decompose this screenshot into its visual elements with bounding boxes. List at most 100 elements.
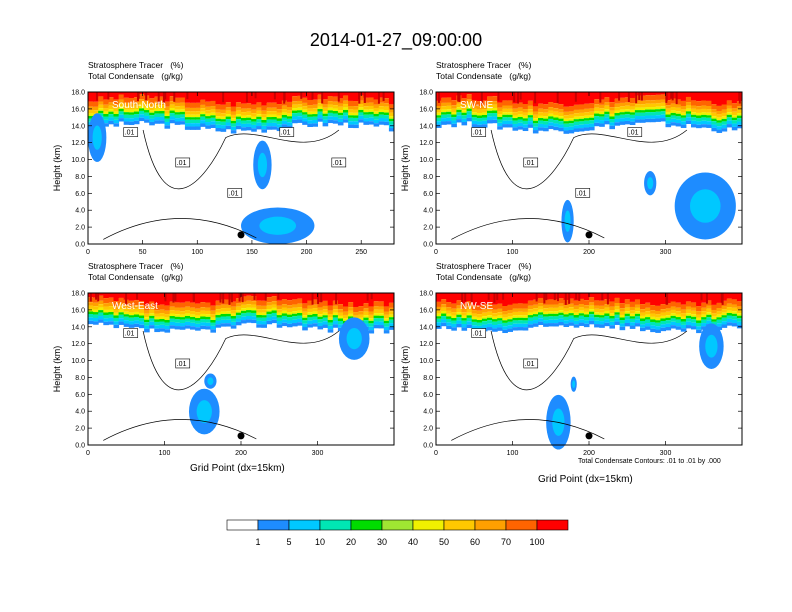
tracer-cell <box>215 92 222 105</box>
tracer-cell <box>614 103 621 108</box>
tracer-cell <box>169 301 176 307</box>
tracer-cell <box>451 120 457 124</box>
tracer-streak <box>277 293 280 300</box>
tracer-streak <box>264 293 267 301</box>
tracer-cell <box>174 92 181 98</box>
tracer-cell <box>322 92 329 100</box>
y-tick-label: 14.0 <box>71 324 85 331</box>
tracer-cell <box>353 117 359 122</box>
tracer-cell <box>660 92 666 95</box>
y-tick-label: 12.0 <box>419 341 433 348</box>
plot-area: .01.01West-East0.02.04.06.08.010.012.014… <box>52 291 395 457</box>
tracer-cell <box>691 105 697 109</box>
tracer-cell <box>322 111 329 114</box>
tracer-cell <box>736 293 743 302</box>
tracer-cell <box>368 111 375 115</box>
tracer-cell <box>527 300 534 306</box>
tracer-cell <box>502 322 508 327</box>
tracer-cell <box>200 302 206 308</box>
tracer-cell <box>471 108 478 113</box>
tracer-cell <box>578 319 585 323</box>
tracer-cell <box>307 92 313 100</box>
tracer-cell <box>205 106 211 111</box>
tracer-cell <box>497 324 503 328</box>
tracer-cell <box>98 92 104 97</box>
tracer-cell <box>609 113 615 117</box>
tracer-cell <box>476 325 483 330</box>
tracer-cell <box>179 314 186 318</box>
tracer-cell <box>665 100 672 106</box>
tracer-cell <box>200 313 206 317</box>
tracer-cell <box>235 92 242 103</box>
tracer-cell <box>368 311 375 315</box>
tracer-cell <box>388 112 395 117</box>
tracer-cell <box>451 308 457 313</box>
tracer-cell <box>517 323 524 328</box>
tracer-cell <box>476 115 483 119</box>
tracer-cell <box>133 120 140 125</box>
tracer-cell <box>190 322 196 327</box>
tracer-cell <box>139 114 145 118</box>
tracer-cell <box>507 124 513 128</box>
tracer-cell <box>507 105 513 109</box>
tracer-cell <box>548 319 554 324</box>
panel-sw-ne: Stratosphere Tracer (%) Total Condensate … <box>400 60 743 256</box>
tracer-cell <box>624 114 631 118</box>
tracer-cell <box>558 124 564 128</box>
contour-label-box <box>575 188 591 198</box>
x-tick-label: 300 <box>660 249 672 256</box>
tracer-streak <box>705 293 708 304</box>
tracer-cell <box>388 109 395 113</box>
tracer-cell <box>492 96 498 102</box>
tracer-cell <box>691 307 697 311</box>
tracer-cell <box>660 111 666 115</box>
tracer-cell <box>507 321 513 326</box>
tracer-cell <box>716 326 723 330</box>
tracer-cell <box>660 312 666 316</box>
tracer-cell <box>660 106 666 109</box>
tracer-cell <box>144 112 150 116</box>
tracer-cell <box>487 308 493 312</box>
tracer-cell <box>302 92 308 98</box>
tracer-cell <box>538 112 544 116</box>
tracer-cell <box>251 128 257 132</box>
tracer-cell <box>358 311 364 315</box>
tracer-cell <box>123 102 130 107</box>
tracer-cell <box>332 305 339 310</box>
tracer-cell <box>88 302 94 306</box>
tracer-cell <box>205 310 211 315</box>
tracer-cell <box>441 97 447 103</box>
tracer-cell <box>629 293 636 302</box>
tracer-cell <box>446 322 452 326</box>
tracer-cell <box>629 301 636 307</box>
tracer-cell <box>103 116 109 120</box>
tracer-cell <box>527 105 534 110</box>
tracer-cell <box>736 315 743 319</box>
tracer-cell <box>98 310 104 313</box>
tracer-cell <box>573 119 580 122</box>
tracer-cell <box>297 315 303 319</box>
tracer-cell <box>108 306 114 310</box>
tracer-cell <box>322 293 329 301</box>
tracer-cell <box>691 120 697 125</box>
tracer-cell <box>481 318 488 322</box>
tracer-cell <box>246 108 252 112</box>
tracer-cell <box>343 95 349 101</box>
tracer-cell <box>487 116 493 121</box>
tracer-cell <box>174 102 181 107</box>
tracer-cell <box>522 320 529 324</box>
tracer-cell <box>98 319 104 323</box>
tracer-cell <box>159 324 165 329</box>
tracer-cell <box>512 123 519 128</box>
tracer-cell <box>297 310 303 313</box>
tracer-cell <box>655 320 661 323</box>
tracer-cell <box>502 317 508 321</box>
tracer-cell <box>645 103 651 108</box>
tracer-cell <box>543 124 549 128</box>
y-tick-label: 18.0 <box>71 90 85 97</box>
tracer-cell <box>446 313 452 317</box>
tracer-cell <box>373 309 380 314</box>
tracer-cell <box>215 300 222 306</box>
tracer-cell <box>276 300 283 306</box>
tracer-cell <box>373 99 380 105</box>
